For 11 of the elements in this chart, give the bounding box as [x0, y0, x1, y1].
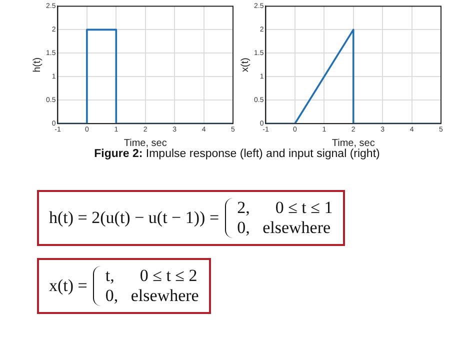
y-axis-title: x(t) — [240, 58, 251, 72]
text: x(t) = — [49, 276, 88, 296]
text: h(t) = 2(u(t) − u(t − 1)) = — [49, 208, 220, 228]
y-axis-title: h(t) — [32, 57, 43, 72]
text: 0, elsewhere — [237, 218, 332, 238]
x-axis-title: Time, sec — [332, 138, 375, 149]
text: 0, elsewhere — [105, 286, 199, 306]
text: t, 0 ≤ t ≤ 2 — [105, 266, 198, 286]
text: Figure 2: Impulse response (left) and input signal (right) — [93, 148, 381, 160]
text: 2, 0 ≤ t ≤ 1 — [237, 198, 333, 218]
x-axis-title: Time, sec — [124, 138, 167, 149]
